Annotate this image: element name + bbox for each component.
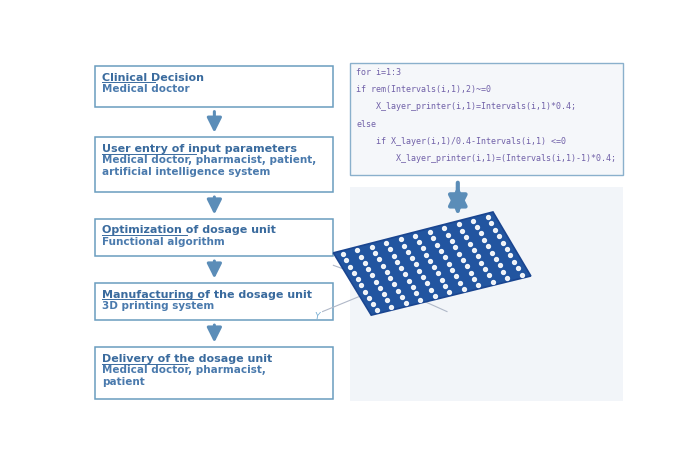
Text: for i=1:3: for i=1:3: [356, 68, 401, 77]
FancyBboxPatch shape: [96, 66, 334, 107]
Text: 3D printing system: 3D printing system: [102, 301, 214, 311]
Text: User entry of input parameters: User entry of input parameters: [102, 144, 297, 154]
Text: else: else: [356, 120, 376, 128]
FancyBboxPatch shape: [350, 62, 623, 175]
Text: X_layer_printer(i,1)=(Intervals(i,1)-1)*0.4;: X_layer_printer(i,1)=(Intervals(i,1)-1)*…: [356, 154, 616, 163]
Text: Y: Y: [315, 312, 320, 321]
Text: X_layer_printer(i,1)=Intervals(i,1)*0.4;: X_layer_printer(i,1)=Intervals(i,1)*0.4;: [356, 103, 576, 111]
Text: if X_layer(i,1)/0.4-Intervals(i,1) <=0: if X_layer(i,1)/0.4-Intervals(i,1) <=0: [356, 137, 566, 146]
FancyBboxPatch shape: [350, 187, 623, 401]
Text: Medical doctor, pharmacist,
patient: Medical doctor, pharmacist, patient: [102, 365, 266, 387]
Polygon shape: [334, 212, 530, 315]
FancyBboxPatch shape: [96, 347, 334, 399]
Text: Manufacturing of the dosage unit: Manufacturing of the dosage unit: [102, 290, 312, 299]
Text: Medical doctor, pharmacist, patient,
artificial intelligence system: Medical doctor, pharmacist, patient, art…: [102, 155, 316, 177]
FancyBboxPatch shape: [96, 219, 334, 256]
Text: Medical doctor: Medical doctor: [102, 84, 189, 94]
Text: Clinical Decision: Clinical Decision: [102, 73, 204, 83]
FancyBboxPatch shape: [96, 283, 334, 321]
Text: Functional algorithm: Functional algorithm: [102, 237, 225, 247]
Text: if rem(Intervals(i,1),2)~=0: if rem(Intervals(i,1),2)~=0: [356, 85, 491, 94]
FancyBboxPatch shape: [96, 137, 334, 192]
Text: Optimization of dosage unit: Optimization of dosage unit: [102, 225, 276, 236]
Text: Delivery of the dosage unit: Delivery of the dosage unit: [102, 353, 272, 364]
